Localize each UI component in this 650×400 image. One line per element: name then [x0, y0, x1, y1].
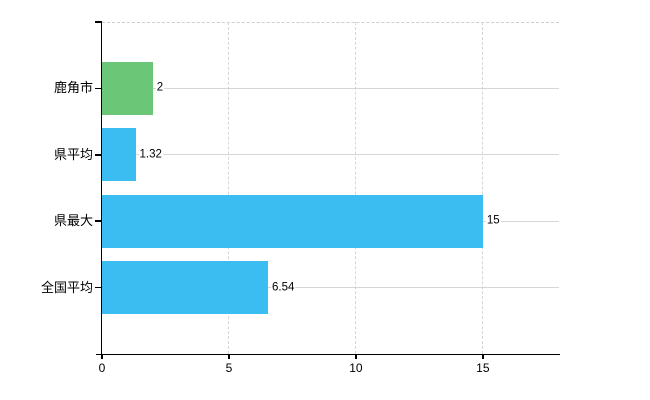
y-tick-mark: [95, 87, 102, 90]
h-gridline: [102, 154, 559, 156]
bar: [102, 194, 483, 248]
bar: [102, 128, 136, 182]
value-label: 2: [155, 80, 165, 96]
x-axis-line: [96, 353, 560, 355]
x-tick-mark: [482, 354, 484, 359]
value-label: 15: [485, 213, 501, 229]
value-label: 1.32: [138, 147, 163, 163]
x-tick-label: 0: [98, 361, 106, 375]
plot-top-border: [102, 22, 559, 23]
x-tick-label: 15: [476, 361, 490, 375]
y-tick-mark: [95, 286, 102, 289]
y-tick-mark: [95, 154, 102, 156]
y-tick-mark: [95, 220, 102, 222]
v-gridline: [482, 22, 484, 354]
x-tick-mark: [101, 354, 103, 359]
value-label: 6.54: [271, 280, 296, 296]
x-tick-mark: [355, 354, 357, 359]
h-gridline: [102, 287, 559, 289]
category-label: 県最大: [53, 213, 93, 229]
x-tick-label: 5: [225, 361, 233, 375]
y-tick-mark: [95, 21, 102, 23]
category-label: 鹿角市: [53, 80, 93, 96]
x-tick-label: 10: [349, 361, 363, 375]
bar: [102, 61, 153, 115]
v-gridline: [355, 22, 357, 354]
v-gridline: [228, 22, 230, 354]
category-label: 県平均: [53, 147, 93, 162]
bar: [102, 261, 269, 315]
category-label: 全国平均: [40, 279, 93, 295]
h-gridline: [102, 87, 559, 89]
x-tick-mark: [228, 354, 230, 359]
y-axis-line: [100, 22, 102, 355]
